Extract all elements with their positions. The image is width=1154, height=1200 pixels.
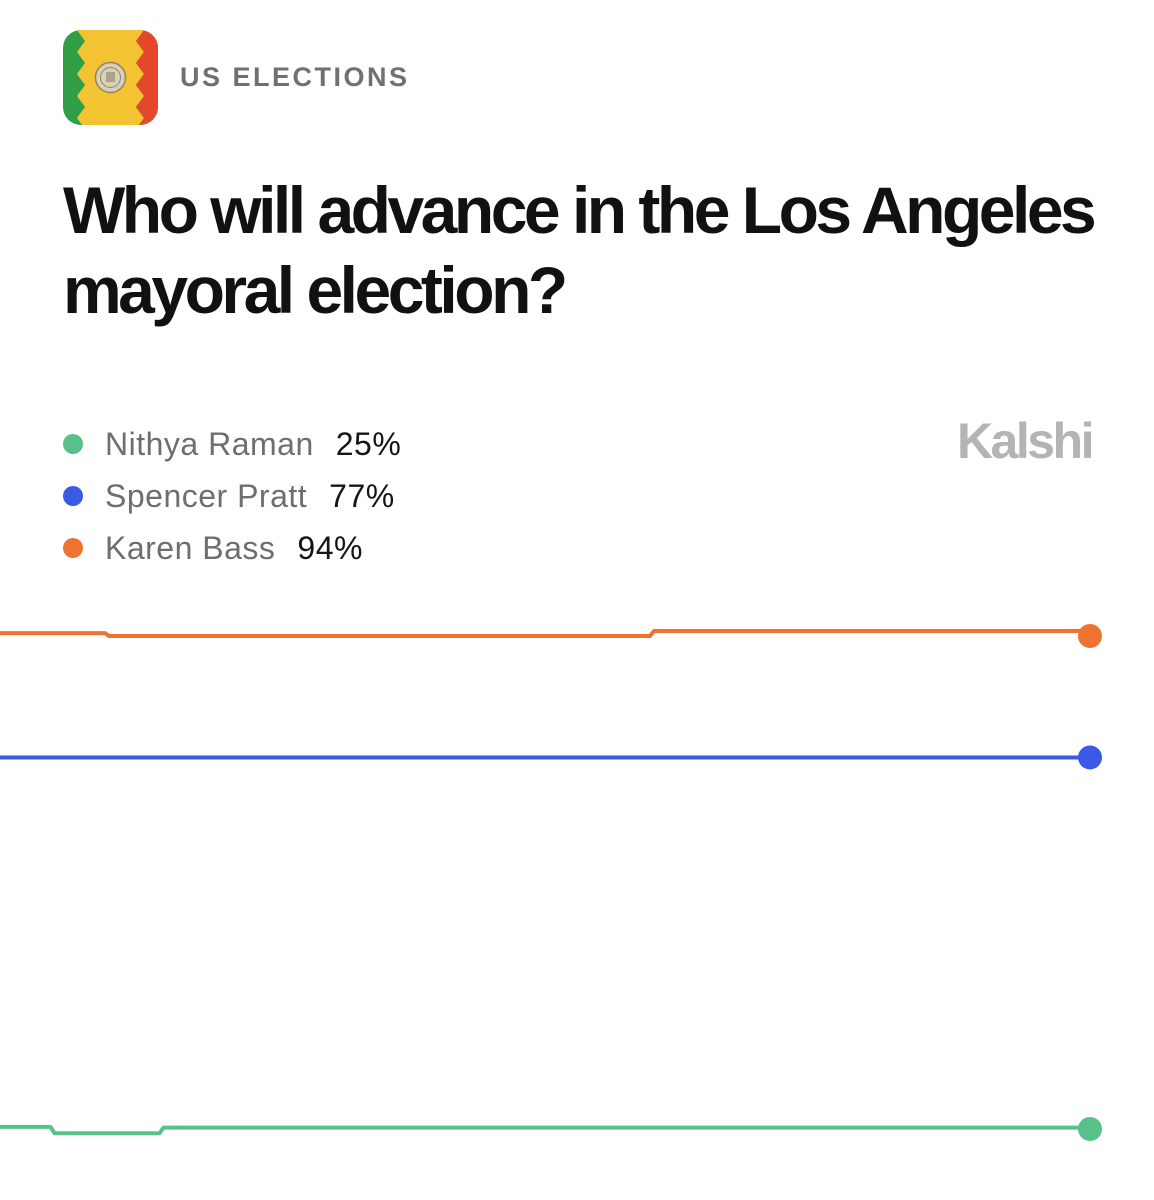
legend-name: Nithya Raman [105, 425, 314, 462]
legend-dot [63, 538, 83, 558]
legend-name: Karen Bass [105, 529, 276, 566]
series-endpoint-nithya-raman[interactable] [1078, 1117, 1102, 1141]
series-line-nithya-raman [0, 1124, 1091, 1136]
legend-item-karen-bass[interactable]: Karen Bass 94% [60, 522, 620, 574]
chart-legend: Nithya Raman 25% Spencer Pratt 77% Karen… [60, 418, 620, 574]
los-angeles-flag-seal-icon [63, 30, 158, 125]
legend-dot [63, 434, 83, 454]
category-label: US ELECTIONS [180, 62, 410, 92]
series-endpoint-spencer-pratt[interactable] [1078, 745, 1102, 770]
legend-item-nithya-raman[interactable]: Nithya Raman 25% [60, 418, 620, 470]
legend-dot [63, 486, 83, 506]
legend-value: 77% [329, 477, 395, 514]
series-endpoint-karen-bass[interactable] [1078, 624, 1102, 648]
legend-name: Spencer Pratt [105, 477, 308, 514]
legend-value: 94% [297, 529, 363, 566]
legend-value: 25% [335, 425, 402, 462]
series-line-karen-bass [0, 628, 1092, 638]
market-question-title: Who will advance in the Los Angeles mayo… [63, 173, 1097, 327]
kalshi-logo: Kalshi [956, 413, 1095, 469]
legend-item-spencer-pratt[interactable]: Spencer Pratt 77% [60, 470, 620, 522]
